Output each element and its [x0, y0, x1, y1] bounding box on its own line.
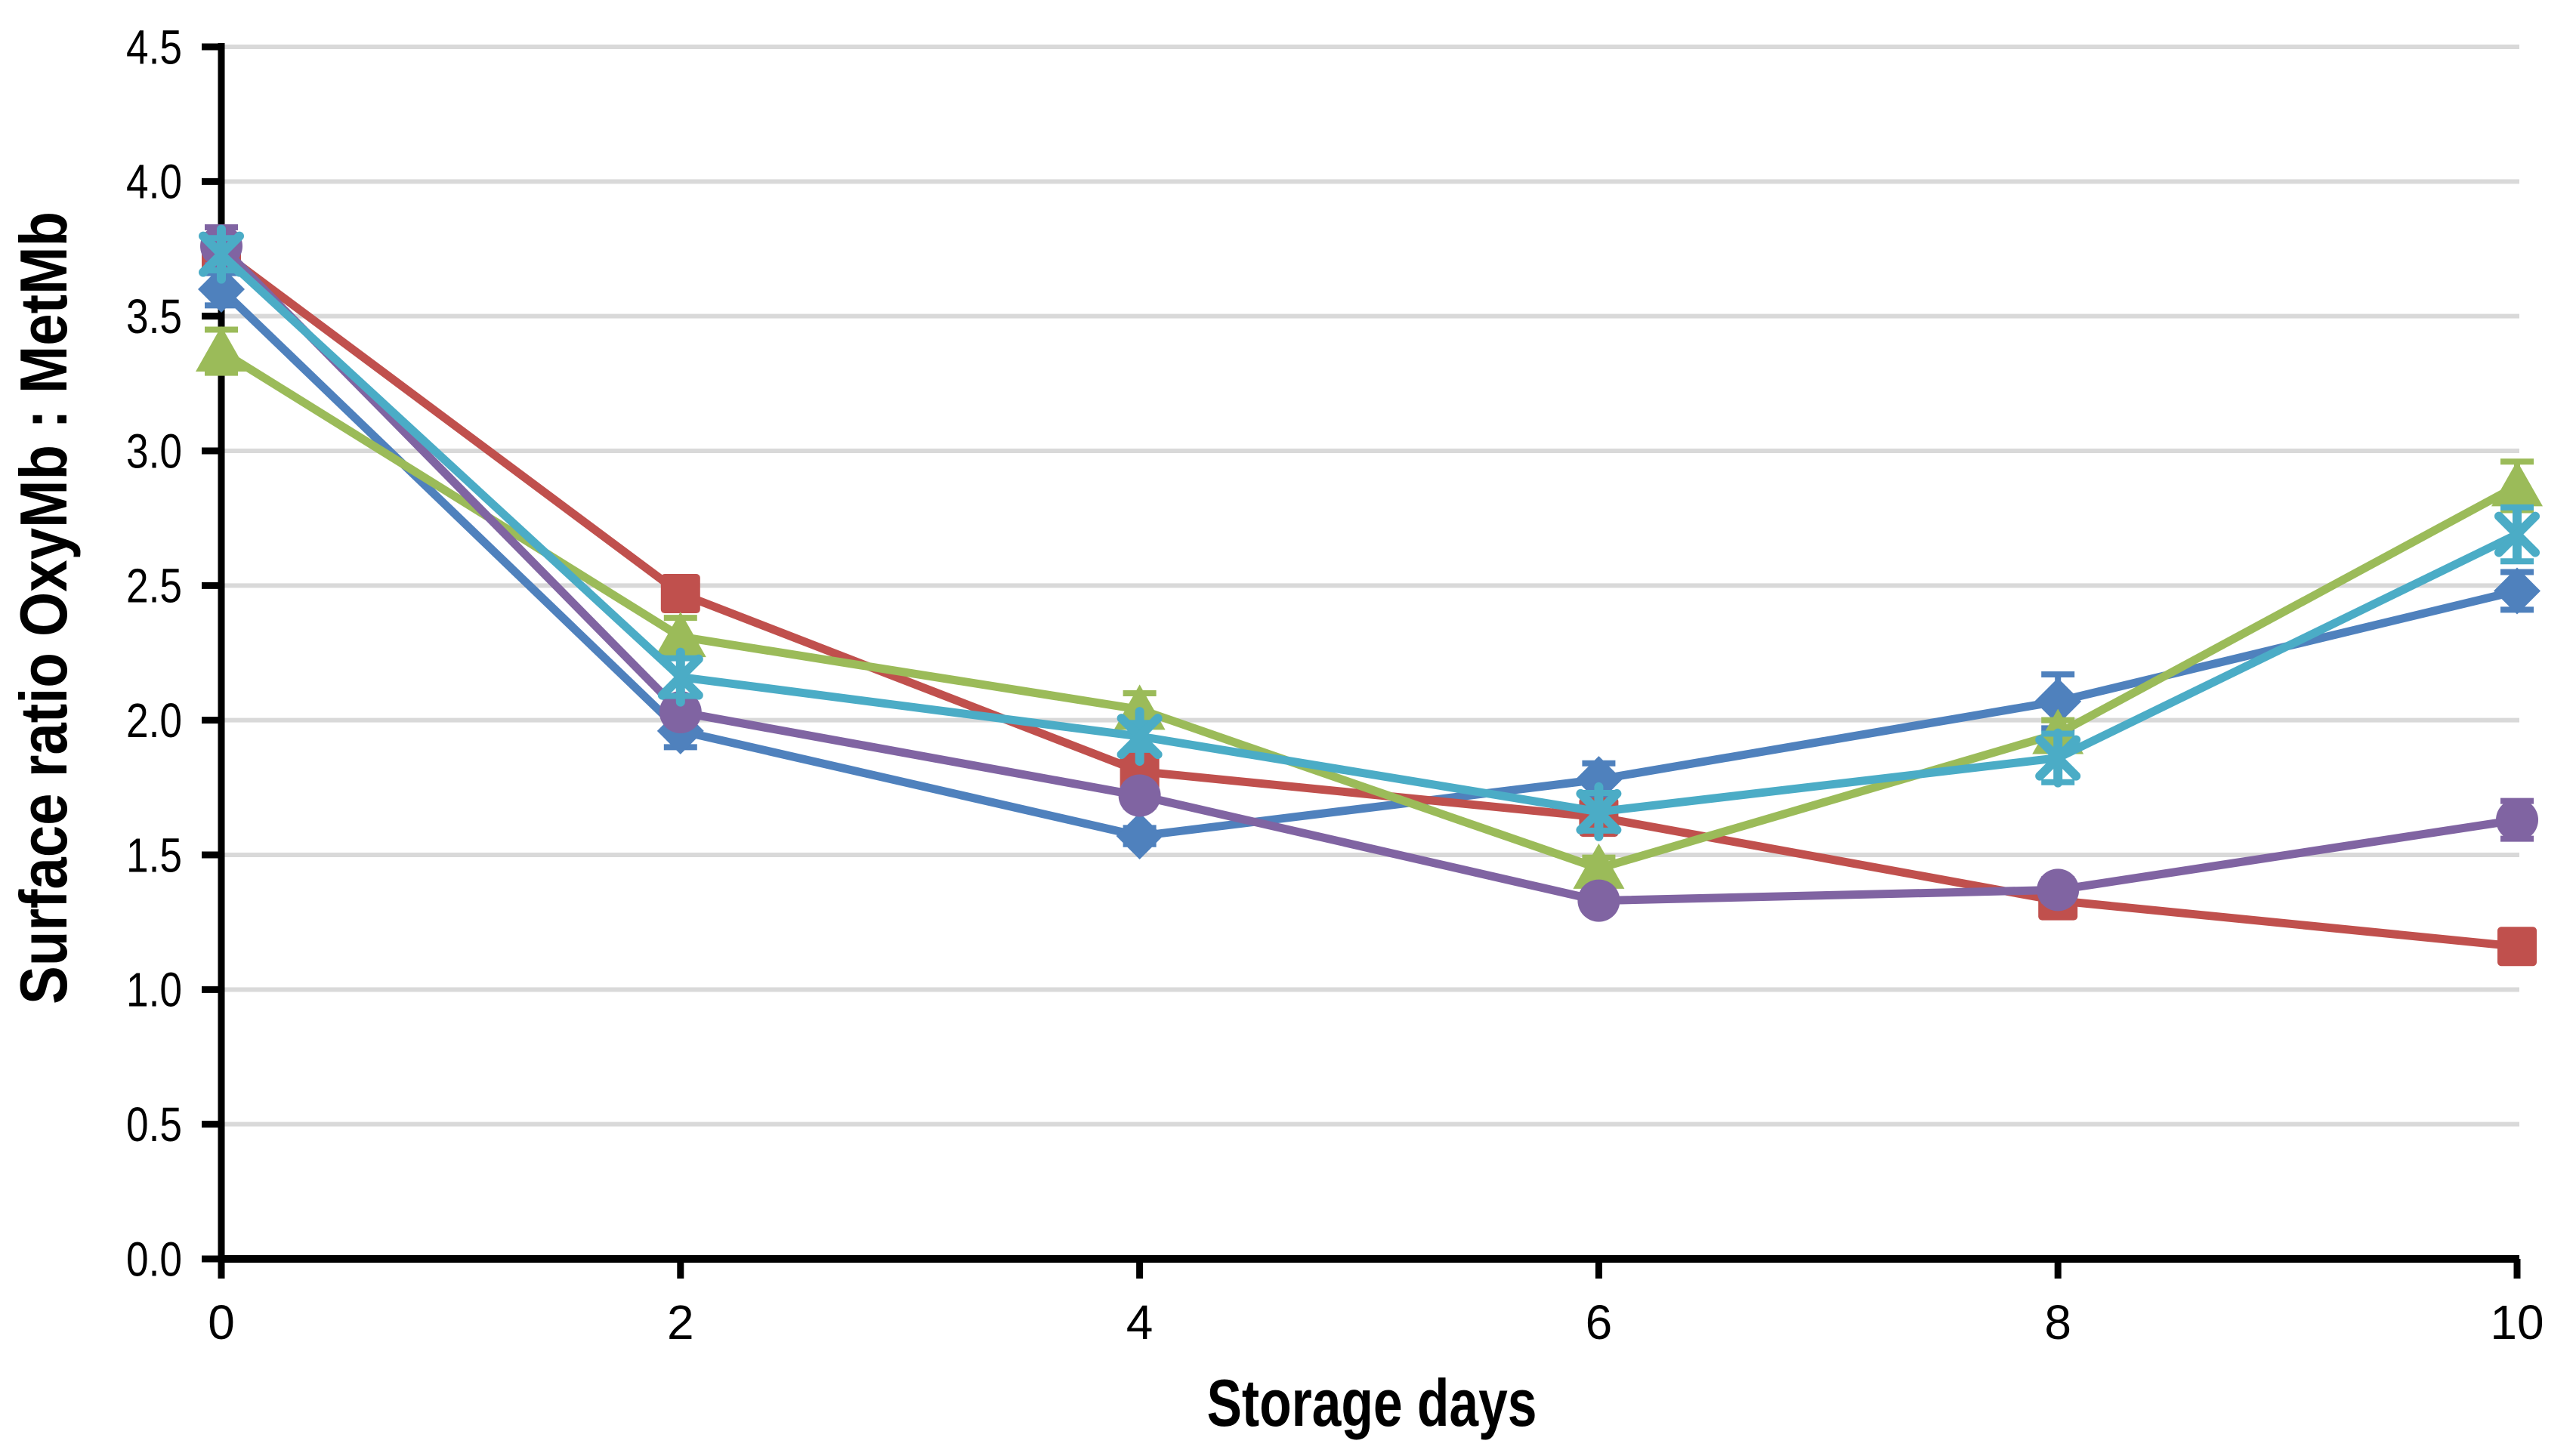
- x-tick-label: 8: [2044, 1295, 2071, 1350]
- x-axis-title: Storage days: [1207, 1365, 1537, 1440]
- gridlines: [221, 45, 2519, 1127]
- marker-circle: [659, 690, 702, 733]
- series-line: [217, 250, 2522, 816]
- y-tick-label: 0.5: [126, 1097, 182, 1152]
- series-line: [217, 285, 2522, 841]
- series-purple-circle: [200, 224, 2538, 922]
- x-tick-label: 10: [2490, 1295, 2544, 1350]
- marker-triangle: [654, 612, 706, 658]
- y-tick-label: 1.0: [126, 963, 182, 1017]
- marker-diamond: [1116, 813, 1163, 860]
- series-layer: [196, 224, 2543, 967]
- marker-asterisk: [2035, 728, 2081, 788]
- marker-circle: [2496, 798, 2538, 841]
- marker-triangle: [196, 326, 247, 372]
- marker-diamond: [198, 266, 245, 313]
- marker-square: [2497, 927, 2537, 967]
- y-tick-label: 4.0: [126, 155, 182, 209]
- x-tick-label: 2: [667, 1295, 694, 1350]
- series-cyan-asterisk: [199, 224, 2540, 841]
- marker-diamond: [2494, 567, 2540, 615]
- marker-asterisk: [199, 224, 244, 284]
- axes: [202, 43, 2521, 1279]
- marker-triangle: [2491, 461, 2543, 507]
- x-tick-label: 0: [208, 1295, 235, 1350]
- x-tick-label: 4: [1126, 1295, 1154, 1350]
- series-line: [217, 247, 2522, 951]
- marker-asterisk: [657, 647, 703, 707]
- marker-diamond: [2034, 677, 2082, 725]
- y-tick-label: 3.0: [126, 424, 182, 478]
- series-line: [217, 242, 2522, 905]
- marker-square: [660, 574, 700, 614]
- marker-asterisk: [1117, 707, 1163, 767]
- marker-circle: [2037, 868, 2080, 912]
- marker-circle: [1577, 879, 1620, 922]
- x-tick-label: 6: [1586, 1295, 1613, 1350]
- y-tick-label: 0.0: [126, 1232, 182, 1286]
- y-tick-label: 2.0: [126, 693, 182, 748]
- marker-asterisk: [2494, 504, 2540, 564]
- y-tick-label: 2.5: [126, 559, 182, 613]
- y-tick-label: 4.5: [126, 20, 182, 74]
- tick-labels: 0.0 0.5 1.0 1.5 2.0 2.5 3.0 3.5 4.0 4.5 0 2 4 6 8 10: [126, 20, 2544, 1350]
- series-line: [217, 347, 2522, 873]
- y-tick-label: 1.5: [126, 828, 182, 882]
- marker-triangle: [1573, 843, 1625, 889]
- y-axis-title: Surface ratio OxyMb : MetMb: [6, 211, 81, 1004]
- y-tick-label: 3.5: [126, 289, 182, 344]
- marker-circle: [1118, 774, 1161, 817]
- marker-asterisk: [1576, 782, 1622, 841]
